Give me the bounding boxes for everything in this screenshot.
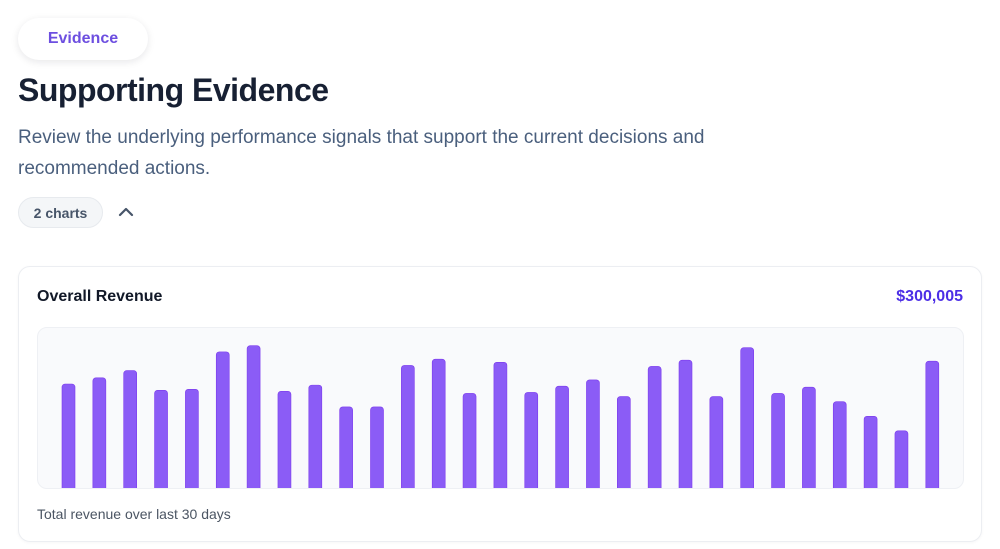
bar-8 [277, 391, 292, 488]
bar-6 [215, 351, 230, 488]
bar-15 [493, 361, 508, 488]
bar-24 [771, 393, 785, 488]
bar-12 [401, 365, 415, 488]
chart-plot-area [37, 327, 964, 489]
bar-23 [740, 347, 754, 488]
bar-7 [246, 345, 261, 488]
chevron-up-icon[interactable] [116, 202, 136, 222]
page-title: Supporting Evidence [18, 72, 329, 108]
bar-27 [863, 415, 878, 488]
bar-16 [524, 392, 539, 488]
bar-chart [61, 345, 940, 488]
bar-1 [61, 383, 76, 488]
bar-28 [894, 430, 909, 488]
bar-10 [339, 406, 353, 488]
revenue-chart-card: Overall Revenue $300,005 Total revenue o… [18, 266, 982, 542]
evidence-badge-label: Evidence [47, 30, 119, 47]
bar-11 [370, 406, 384, 488]
revenue-total: $300,005 [896, 288, 963, 305]
bar-9 [308, 384, 323, 488]
page-description: Review the underlying performance signal… [18, 127, 705, 179]
evidence-badge: Evidence [18, 18, 148, 60]
bar-14 [462, 393, 477, 488]
chart-title: Overall Revenue [37, 288, 163, 305]
bar-2 [92, 377, 107, 488]
bar-13 [431, 358, 446, 488]
bar-19 [617, 396, 631, 488]
chart-count-badge: 2 charts [18, 197, 103, 228]
bar-4 [154, 390, 168, 488]
bar-25 [802, 386, 816, 488]
bar-3 [123, 370, 137, 488]
chart-caption: Total revenue over last 30 days [37, 506, 231, 522]
bar-22 [709, 396, 724, 488]
bar-26 [832, 401, 847, 488]
bar-21 [678, 359, 693, 488]
bar-17 [555, 385, 569, 488]
bar-29 [925, 360, 940, 488]
bar-5 [185, 388, 199, 488]
bar-18 [586, 379, 600, 488]
bar-20 [647, 366, 662, 488]
